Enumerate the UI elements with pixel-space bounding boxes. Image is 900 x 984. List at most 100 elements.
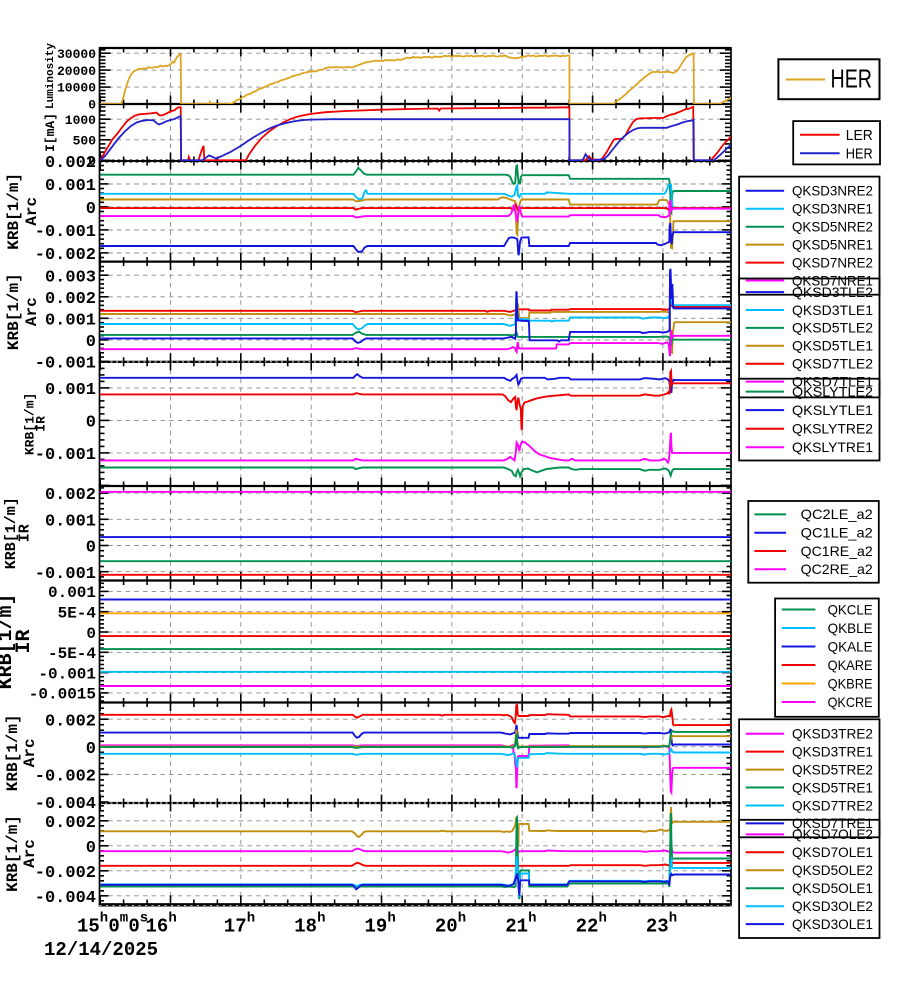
svg-text:QKSD3TRE1: QKSD3TRE1 <box>792 745 873 760</box>
svg-text:-0.004: -0.004 <box>35 795 96 814</box>
svg-text:KRB[1/m]: KRB[1/m] <box>3 497 20 569</box>
svg-text:QC1RE_a2: QC1RE_a2 <box>801 544 873 559</box>
svg-text:QKSD7TRE2: QKSD7TRE2 <box>792 798 873 813</box>
svg-text:HER: HER <box>846 146 873 162</box>
svg-text:0.002: 0.002 <box>45 814 96 833</box>
svg-text:QKSD5NRE2: QKSD5NRE2 <box>792 220 873 235</box>
svg-text:s: s <box>140 911 148 927</box>
svg-text:QKSLYTRE2: QKSLYTRE2 <box>792 422 873 437</box>
svg-text:0.002: 0.002 <box>45 712 96 731</box>
svg-text:-0.002: -0.002 <box>35 768 96 787</box>
svg-text:KRB[1/m]: KRB[1/m] <box>0 593 18 689</box>
svg-text:QKALE: QKALE <box>828 639 873 654</box>
svg-text:0.001: 0.001 <box>48 584 96 602</box>
svg-text:KRB[1/m]: KRB[1/m] <box>5 173 23 250</box>
svg-text:QKSD7NRE1: QKSD7NRE1 <box>792 273 873 288</box>
svg-text:h: h <box>669 911 677 927</box>
svg-text:KRB[1/m]: KRB[1/m] <box>23 393 38 455</box>
svg-text:23: 23 <box>646 916 669 938</box>
svg-text:h: h <box>528 911 536 927</box>
svg-text:h: h <box>599 911 607 927</box>
svg-text:0.001: 0.001 <box>45 381 96 400</box>
svg-text:QKSD7NRE2: QKSD7NRE2 <box>792 255 873 270</box>
svg-text:10000: 10000 <box>57 81 96 96</box>
svg-text:QKSD3OLE1: QKSD3OLE1 <box>792 917 873 932</box>
svg-text:QKSD3NRE1: QKSD3NRE1 <box>792 202 873 217</box>
svg-text:Arc: Arc <box>21 839 39 868</box>
svg-text:0: 0 <box>86 200 96 219</box>
svg-text:30000: 30000 <box>57 47 96 62</box>
svg-text:QKSD5TRE2: QKSD5TRE2 <box>792 762 873 777</box>
svg-text:-0.001: -0.001 <box>35 565 96 584</box>
svg-text:QKARE: QKARE <box>828 658 873 673</box>
svg-text:-0.004: -0.004 <box>35 889 96 908</box>
svg-text:QKSD5OLE1: QKSD5OLE1 <box>792 881 873 896</box>
svg-text:IR: IR <box>13 629 36 653</box>
svg-text:HER: HER <box>831 65 873 93</box>
svg-text:0: 0 <box>108 916 119 938</box>
svg-text:-0.001: -0.001 <box>35 446 96 465</box>
svg-text:h: h <box>387 911 395 927</box>
svg-text:Arc: Arc <box>21 738 39 767</box>
svg-text:-0.001: -0.001 <box>38 665 96 683</box>
svg-text:KRB[1/m]: KRB[1/m] <box>5 273 23 350</box>
svg-text:-0.001: -0.001 <box>35 223 96 242</box>
svg-text:QKSD7TLE2: QKSD7TLE2 <box>792 357 873 372</box>
svg-text:22: 22 <box>576 916 599 938</box>
svg-text:0: 0 <box>86 414 96 433</box>
svg-text:QKBRE: QKBRE <box>828 676 873 691</box>
svg-text:-0.001: -0.001 <box>35 355 96 374</box>
svg-text:1000: 1000 <box>65 113 96 128</box>
svg-text:0.002: 0.002 <box>45 154 96 173</box>
svg-text:0.003: 0.003 <box>45 268 96 287</box>
svg-text:h: h <box>458 911 466 927</box>
svg-text:0.001: 0.001 <box>45 177 96 196</box>
svg-text:QKSLYTLE2: QKSLYTLE2 <box>792 384 873 399</box>
svg-text:h: h <box>317 911 325 927</box>
svg-text:-0.0015: -0.0015 <box>29 686 96 704</box>
svg-text:m: m <box>120 911 128 927</box>
svg-text:-0.002: -0.002 <box>35 864 96 883</box>
svg-text:15: 15 <box>77 916 100 938</box>
svg-text:0: 0 <box>88 98 96 113</box>
svg-text:16: 16 <box>146 916 169 938</box>
svg-text:Luminosity: Luminosity <box>45 43 57 109</box>
svg-text:QKSD7OLE2: QKSD7OLE2 <box>792 827 873 842</box>
svg-text:h: h <box>100 911 108 927</box>
svg-text:QKSD3TLE1: QKSD3TLE1 <box>792 303 873 318</box>
svg-text:QKSD3TRE2: QKSD3TRE2 <box>792 727 873 742</box>
svg-text:IR: IR <box>34 416 49 432</box>
svg-text:IR: IR <box>17 524 34 542</box>
svg-text:0: 0 <box>86 839 96 858</box>
svg-text:LER: LER <box>846 128 873 144</box>
svg-text:0.001: 0.001 <box>45 512 96 531</box>
svg-text:QKSD5TRE1: QKSD5TRE1 <box>792 780 873 795</box>
svg-text:QKCRE: QKCRE <box>828 695 873 710</box>
svg-text:QKSD5OLE2: QKSD5OLE2 <box>792 863 873 878</box>
svg-text:0: 0 <box>86 539 96 558</box>
svg-text:500: 500 <box>73 133 97 148</box>
svg-text:QKSD5TLE1: QKSD5TLE1 <box>792 339 873 354</box>
svg-text:20000: 20000 <box>57 64 96 79</box>
svg-text:21: 21 <box>505 916 528 938</box>
svg-text:12/14/2025: 12/14/2025 <box>44 939 158 961</box>
svg-text:-0.002: -0.002 <box>35 246 96 265</box>
svg-text:QKCLE: QKCLE <box>828 602 873 617</box>
svg-text:h: h <box>247 911 255 927</box>
svg-text:h: h <box>168 911 176 927</box>
svg-text:0: 0 <box>86 333 96 352</box>
svg-text:QC2RE_a2: QC2RE_a2 <box>801 562 873 577</box>
svg-text:QKBLE: QKBLE <box>828 621 873 636</box>
svg-text:0.002: 0.002 <box>45 486 96 505</box>
svg-text:QKSLYTRE1: QKSLYTRE1 <box>792 440 873 455</box>
svg-text:20: 20 <box>435 916 458 938</box>
svg-text:QKSD5TLE2: QKSD5TLE2 <box>792 321 873 336</box>
svg-text:QKSD7OLE1: QKSD7OLE1 <box>792 845 873 860</box>
svg-text:I[mA]: I[mA] <box>43 113 58 152</box>
svg-text:0: 0 <box>128 916 139 938</box>
svg-text:17: 17 <box>224 916 247 938</box>
svg-text:KRB[1/m]: KRB[1/m] <box>4 714 22 791</box>
svg-text:QKSD3NRE2: QKSD3NRE2 <box>792 184 873 199</box>
svg-text:0: 0 <box>86 740 96 759</box>
svg-text:QKSD5NRE1: QKSD5NRE1 <box>792 238 873 253</box>
